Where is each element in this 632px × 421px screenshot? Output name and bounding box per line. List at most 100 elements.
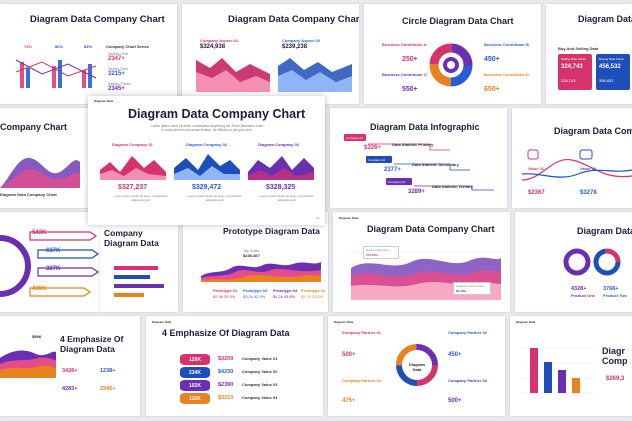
prototype-label: Prototype 04 [301, 288, 326, 293]
slide-header: Diagram Data [152, 320, 172, 324]
layer-value: 116K [189, 396, 201, 402]
slide-title: Diagr [602, 346, 626, 356]
prototype-label: Prototype 02 [243, 288, 268, 293]
arrow-value: 327K [46, 266, 61, 272]
slide-7-thumbnail[interactable]: Diagram Data Infographic Company 01 $326… [330, 108, 507, 208]
company-tag: Company 01 [344, 134, 366, 141]
bar-chart [522, 347, 594, 394]
slide-text: Diagram Data Company Chart [0, 192, 57, 197]
slide-title: Diagram Data Infographic [370, 122, 480, 132]
statistic-note: Data Statistic Tertiary [432, 184, 473, 189]
slide-10-thumbnail[interactable]: Company Diagram Data [100, 212, 178, 312]
slide-15-thumbnail[interactable]: Diagram Data 4 Emphasize Of Diagram Data… [146, 316, 323, 416]
slide-title: Circle Diagram Data Chart [402, 16, 514, 26]
note-value: 373,200+ [366, 253, 379, 257]
selling-card: Selling Rate Action 324,743 234,743 [558, 54, 592, 90]
company-value: 2377+ [384, 167, 401, 173]
bubble-chart [522, 149, 632, 181]
slide-title: Diagram Data Company Chart [228, 14, 359, 25]
wave-chart [0, 157, 80, 188]
top-data-value: $245,467 [243, 253, 260, 258]
tag-label: Company 03 [388, 180, 406, 184]
area-chart-01 [100, 156, 166, 180]
price-label: Company Value 04 [242, 395, 278, 400]
slide-2-thumbnail[interactable]: Diagram Data Company Chart Company Aspec… [182, 4, 359, 104]
slide-17-thumbnail[interactable]: Diagram Data Diagr Comp $269,3 [510, 316, 632, 416]
product-label: Product One [571, 293, 596, 298]
price-value: $4230 [218, 369, 234, 375]
slide-9-thumbnail[interactable]: 543K 637K 327K 436K [0, 212, 100, 312]
value-number: $3278 [580, 190, 597, 196]
card-label: Buying Rate Action [599, 57, 625, 61]
card-value: 456,532 [599, 64, 621, 70]
emphasis-area-chart [0, 350, 56, 378]
series-value: 2345+ [108, 86, 125, 92]
slide-title: Diagram Data [577, 226, 632, 236]
price-label: Company Value 02 [242, 369, 278, 374]
slide-title-line2: Diagram Data [60, 344, 115, 354]
card-value: 324,743 [561, 64, 583, 70]
slide-title-line2: Comp [602, 356, 628, 366]
series-value: 3215+ [108, 71, 125, 77]
partner-label: Company Partner 03 [342, 378, 381, 383]
company-value: $328,325 [266, 184, 296, 191]
stack-layer: 129K [180, 354, 210, 365]
company-value: 3289+ [408, 189, 425, 195]
prototype-value: $4,2k 45,8% [273, 294, 296, 299]
prototype-area-chart [201, 262, 321, 282]
page-number: 19 [316, 216, 320, 220]
aspect-label: Company Aspect 02 [282, 38, 321, 43]
slide-8-thumbnail[interactable]: Diagram Data Comp Value 01 Value 02 $236… [512, 108, 632, 208]
slide-13-thumbnail[interactable]: Diagram Data 4328+ Product One 3768+ Pro… [515, 212, 632, 312]
slide-title: Diagram Data Comp [554, 126, 632, 136]
tag-label: Company 02 [368, 158, 386, 162]
prototype-label: Prototype 01 [213, 288, 238, 293]
partner-donut [396, 344, 438, 386]
slide-5-thumbnail[interactable]: Company Chart Diagram Data Company Chart [0, 108, 88, 208]
contributor-value: 650+ [484, 86, 500, 93]
company-value: $326+ [364, 145, 381, 151]
comparison-note: Data Comparison 373,200+ [363, 246, 399, 259]
prototype-value: $2,7k 31,2% [301, 294, 324, 299]
slide-4-thumbnail[interactable]: Diagram Data Buy And Selling Data Sellin… [546, 4, 632, 104]
arrow-value: 543K [32, 230, 47, 236]
slide-header: Diagram Data [516, 320, 536, 324]
slide-title: Company Chart [0, 122, 68, 132]
price-value: $3209 [218, 356, 234, 362]
slide-1-thumbnail[interactable]: Diagram Data Company Chart 73% 86% 83% C… [0, 4, 177, 104]
price-label: Company Value 03 [242, 382, 278, 387]
slide-header: Diagram Data [339, 216, 359, 220]
prototype-value: $3,2k 42,3% [243, 294, 266, 299]
series-heading: Company Chart Series [106, 44, 149, 49]
slide-title: Diagram Data Company Chart [30, 14, 165, 25]
aspect-value: $239,238 [282, 44, 308, 50]
top-data-label: Top Data [243, 248, 260, 253]
emphasis-value: 4283+ [62, 386, 78, 392]
donut-center: Diagram Data [408, 362, 425, 372]
contributor-label: Business Contributor B [484, 42, 529, 47]
slide-header: Diagram Data [334, 320, 354, 324]
stat-pct: 83% [84, 44, 93, 49]
partner-label: Company Partner 04 [448, 378, 487, 383]
layer-value: 102K [189, 383, 201, 389]
statistic-note: Data Statistic Secondary [412, 162, 459, 167]
slide-14-thumbnail[interactable]: $56K 4 Emphasize Of Diagram Data 3428+ 1… [0, 316, 140, 416]
slide-11-thumbnail[interactable]: Prototype Diagram Data Top Data $245,467… [183, 212, 328, 312]
partner-value: 500+ [342, 352, 356, 358]
slide-16-thumbnail[interactable]: Diagram Data Company Partner 01 500+ Com… [328, 316, 505, 416]
value-label: Value 01 [528, 166, 545, 171]
partner-label: Company Partner 02 [448, 330, 487, 335]
slide-6-featured[interactable]: Diagram Data Diagram Data Company Chart … [88, 96, 325, 225]
slide-header: Diagram Data [94, 99, 114, 103]
slide-3-thumbnail[interactable]: Circle Diagram Data Chart Business Contr… [364, 4, 541, 104]
card-sub: 356,832 [599, 78, 614, 83]
partner-value: 450+ [448, 352, 462, 358]
slide-title: Prototype Diagram Data [223, 226, 320, 236]
slide-12-thumbnail[interactable]: Diagram Data Diagram Data Company Chart … [333, 212, 510, 312]
slide-title: 4 Emphasize Of Diagram Data [162, 328, 290, 338]
buy-sell-heading: Buy And Selling Data [558, 46, 599, 51]
area-chart-02 [174, 154, 240, 180]
stat-pct: 86% [55, 44, 64, 49]
donut-chart [429, 43, 473, 87]
price-value: $3210 [218, 395, 234, 401]
